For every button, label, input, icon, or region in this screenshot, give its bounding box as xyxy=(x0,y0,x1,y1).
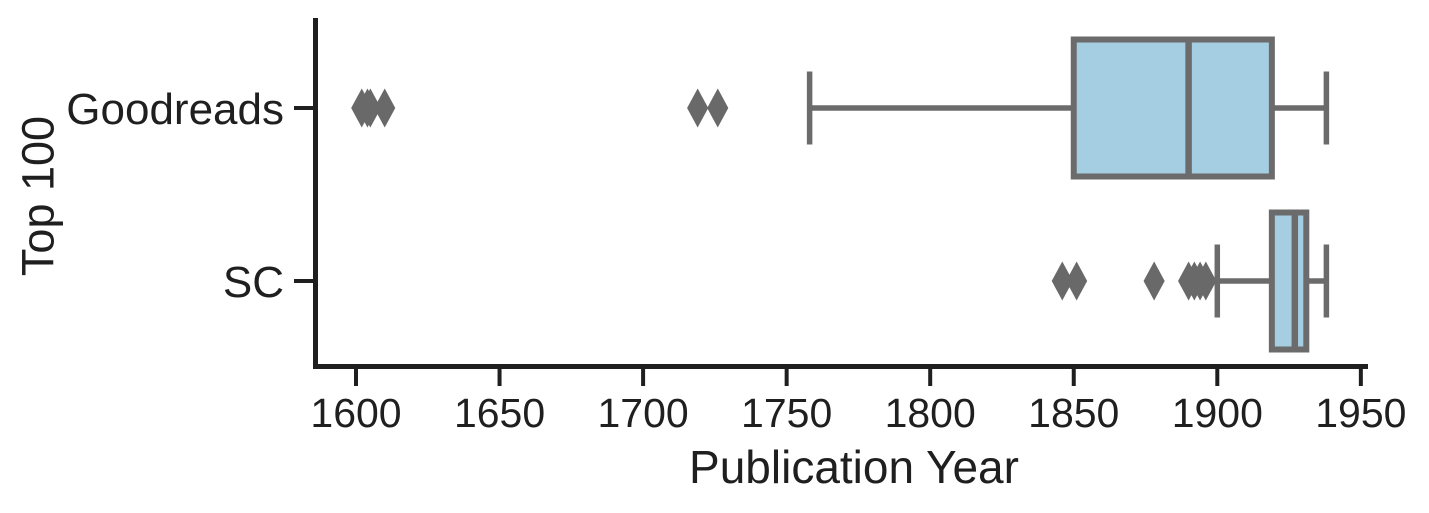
category-label-sc: SC xyxy=(223,258,284,307)
x-axis-label: Publication Year xyxy=(689,441,1019,493)
flier-diamond-goodreads-1605 xyxy=(359,88,381,128)
x-tick-label-1850: 1850 xyxy=(1028,390,1119,436)
flier-diamond-goodreads-1610 xyxy=(374,88,396,128)
flier-diamond-sc-1846 xyxy=(1051,261,1073,301)
box-goodreads xyxy=(1070,36,1275,180)
flier-diamond-sc-1878 xyxy=(1143,261,1165,301)
box-sc xyxy=(1268,209,1310,353)
flier-diamond-sc-1851 xyxy=(1066,261,1088,301)
x-tick-label-1800: 1800 xyxy=(885,390,976,436)
x-tick-label-1650: 1650 xyxy=(454,390,545,436)
x-tick-label-1900: 1900 xyxy=(1172,390,1263,436)
x-tick-label-1600: 1600 xyxy=(310,390,401,436)
flier-diamond-goodreads-1726 xyxy=(707,88,729,128)
x-tick-label-1750: 1750 xyxy=(741,390,832,436)
flier-diamond-goodreads-1719 xyxy=(687,88,709,128)
y-axis-label: Top 100 xyxy=(12,115,64,277)
x-tick-label-1950: 1950 xyxy=(1315,390,1406,436)
x-tick-label-1700: 1700 xyxy=(597,390,688,436)
flier-diamond-sc-1896 xyxy=(1195,261,1217,301)
category-label-goodreads: Goodreads xyxy=(66,85,284,134)
